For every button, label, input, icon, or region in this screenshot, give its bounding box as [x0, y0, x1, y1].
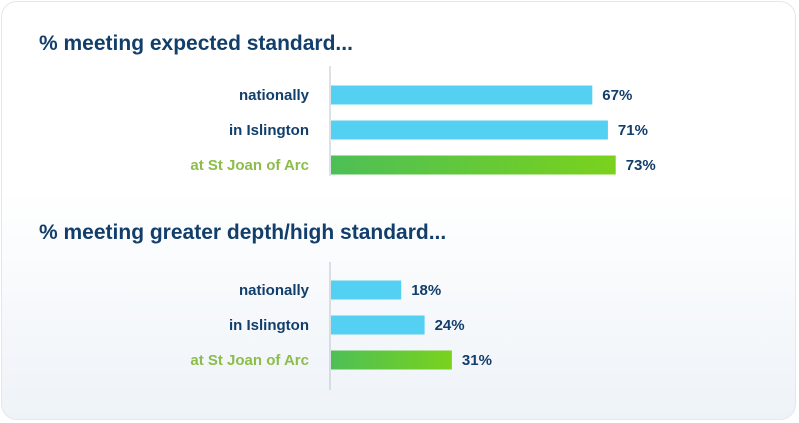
value-label: 67%: [602, 87, 632, 104]
value-label: 18%: [411, 282, 441, 299]
bar: [331, 85, 593, 105]
value-label: 24%: [435, 317, 465, 334]
chart-title-expected-standard: % meeting expected standard...: [39, 32, 353, 55]
value-label: 71%: [618, 122, 648, 139]
category-label: at St Joan of Arc: [190, 352, 309, 369]
bar-chart-greater-depth: nationally 18% in Islington 24% at St Joan o…: [190, 262, 492, 390]
value-label: 31%: [462, 352, 492, 369]
bar-chart-expected-standard: nationally 67% in Islington 71% at St Joan o…: [190, 66, 656, 176]
bar: [331, 120, 608, 140]
bar: [331, 315, 425, 335]
bar-highlight: [331, 155, 616, 175]
bar: [331, 280, 402, 300]
value-label: 73%: [626, 157, 656, 174]
category-label: nationally: [239, 282, 310, 299]
category-label: at St Joan of Arc: [190, 157, 309, 174]
category-label: in Islington: [229, 122, 309, 139]
chart-title-greater-depth: % meeting greater depth/high standard...: [39, 221, 447, 244]
category-label: nationally: [239, 87, 310, 104]
category-label: in Islington: [229, 317, 309, 334]
bar-highlight: [331, 350, 452, 370]
